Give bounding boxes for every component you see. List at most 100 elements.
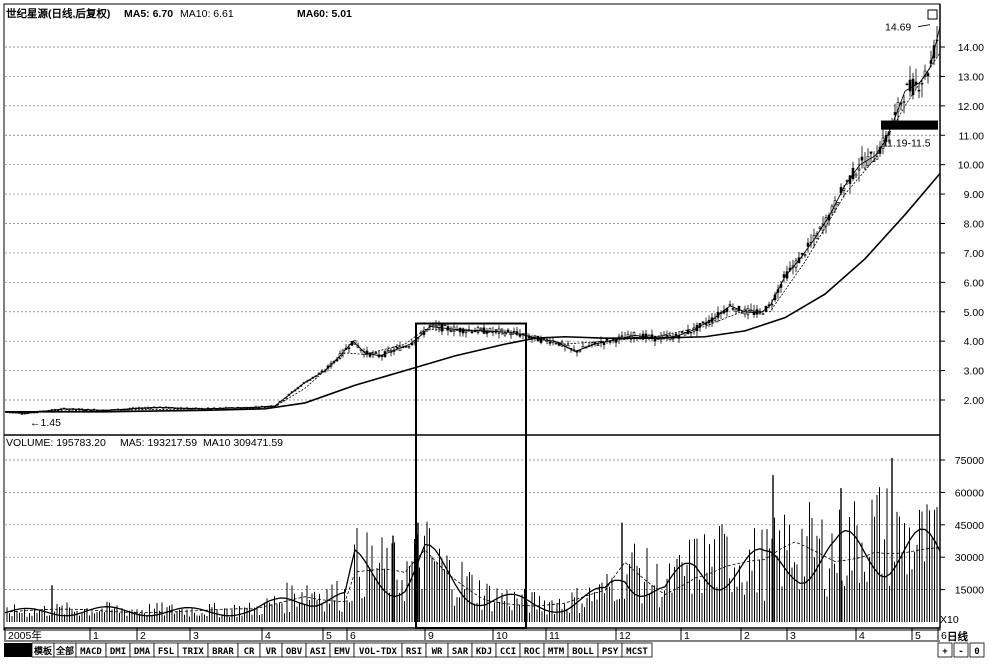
indicator-tab-label[interactable]: CR xyxy=(244,647,255,657)
candle-body xyxy=(512,331,516,333)
candle-body xyxy=(740,312,744,314)
indicator-tab-label[interactable]: MACD xyxy=(80,647,102,657)
candle-body xyxy=(407,346,411,348)
candle-body xyxy=(734,309,738,312)
candle-body xyxy=(713,318,717,321)
period-label[interactable]: 日线 xyxy=(947,630,968,643)
ma60-line xyxy=(5,172,941,413)
ma10-label: MA10: 6.61 xyxy=(180,8,234,20)
volume-y-axis: 75000 60000 45000 30000 15000 xyxy=(940,455,984,597)
price-lines xyxy=(4,26,941,414)
price-y-axis: 14.00 13.00 12.00 11.00 10.00 9.00 8.00 7.00 6.0… xyxy=(940,42,984,407)
volume-unit-label: X10 xyxy=(940,614,959,626)
indicator-tab-label[interactable]: DMI xyxy=(110,647,126,657)
indicator-tab-label[interactable]: WR xyxy=(432,647,443,657)
candle-body xyxy=(731,308,735,310)
price-tick-label: 7.00 xyxy=(964,248,985,260)
month-label: 5 xyxy=(326,630,332,642)
candle-body xyxy=(410,343,414,346)
price-tick-label: 5.00 xyxy=(964,307,985,319)
month-label: 3 xyxy=(193,630,199,642)
candle-body xyxy=(866,156,870,166)
month-label: 9 xyxy=(428,630,434,642)
indicator-tab-label[interactable]: PSY xyxy=(602,647,619,657)
volume-tick-label: 60000 xyxy=(955,487,984,499)
candle-body xyxy=(470,331,474,333)
month-label: 10 xyxy=(496,630,508,642)
window-mode-icon[interactable] xyxy=(927,9,938,20)
indicator-tab-label[interactable]: EMV xyxy=(334,647,351,657)
indicator-tab-label[interactable]: MCST xyxy=(626,647,648,657)
candle-body xyxy=(803,254,807,256)
indicator-tab-label[interactable]: 全部 xyxy=(55,645,74,657)
candle-body xyxy=(860,156,864,161)
candle-body xyxy=(917,89,921,92)
zoom-control-label[interactable]: + xyxy=(942,647,948,657)
volume-bars xyxy=(6,457,938,622)
price-tick-label: 13.00 xyxy=(958,71,984,83)
candle-body xyxy=(701,321,705,324)
indicator-tab-label[interactable]: MTM xyxy=(548,647,565,657)
indicator-tab-label[interactable]: FSL xyxy=(158,647,175,657)
candle-body xyxy=(386,349,390,352)
month-label: 1 xyxy=(684,630,690,642)
volume-label: VOLUME: 195783.20 xyxy=(6,437,106,449)
price-candles xyxy=(5,25,939,415)
indicator-tabs: 模板 全部 MACD DMI DMA FSL TRIX BRAR CR VR OBV ASI EMV VO… xyxy=(4,642,985,658)
indicator-tab-label[interactable]: VR xyxy=(266,647,277,657)
indicator-tab-label[interactable]: RSI xyxy=(406,647,422,657)
candle-body xyxy=(347,347,351,349)
price-line xyxy=(4,26,941,414)
candle-body xyxy=(854,173,858,177)
indicator-tab-label[interactable]: CCI xyxy=(500,647,516,657)
indicator-tab-label[interactable]: BRAR xyxy=(212,647,234,657)
price-tick-label: 6.00 xyxy=(964,277,985,289)
active-tab-marker[interactable] xyxy=(4,643,32,657)
candle-body xyxy=(902,101,906,103)
candle-body xyxy=(476,327,480,333)
indicator-tab-label[interactable]: BOLL xyxy=(572,647,594,657)
zoom-control-label[interactable]: 0 xyxy=(974,647,979,657)
candle-body xyxy=(869,151,873,154)
band-range-label: 11.19-11.5 xyxy=(882,137,931,149)
price-annotations: 14.69 11.19-11.5 ←1.45 xyxy=(30,22,938,429)
candle-body xyxy=(926,73,930,77)
candle-body xyxy=(728,304,732,306)
indicator-tab-label[interactable]: 模板 xyxy=(34,645,53,657)
candle-body xyxy=(506,329,510,333)
zoom-control-button[interactable] xyxy=(953,642,969,658)
candle-body xyxy=(614,340,618,343)
ma60-label: MA60: 5.01 xyxy=(297,8,352,20)
candle-body xyxy=(770,303,774,306)
indicator-tab-label[interactable]: ROC xyxy=(524,647,540,657)
indicator-tab-label[interactable]: VOL-TDX xyxy=(359,647,398,657)
month-label: 1 xyxy=(93,630,99,642)
indicator-tab-label[interactable]: DMA xyxy=(134,647,151,657)
candle-body xyxy=(503,332,507,336)
indicator-tab-label[interactable]: ASI xyxy=(310,647,326,657)
zoom-control-button[interactable] xyxy=(937,642,953,658)
month-label: 12 xyxy=(619,630,631,642)
candle-body xyxy=(554,342,558,345)
month-label: 4 xyxy=(265,630,271,642)
candle-body xyxy=(602,342,606,345)
candle-body xyxy=(908,79,912,92)
candle-body xyxy=(365,350,369,355)
zoom-control-button[interactable] xyxy=(969,642,985,658)
ma5-line xyxy=(4,52,941,413)
candle-body xyxy=(893,112,897,116)
indicator-tab-label[interactable]: OBV xyxy=(286,647,303,657)
month-label: 6 xyxy=(350,630,356,642)
candle-body xyxy=(836,202,840,206)
indicator-tab[interactable] xyxy=(621,642,653,658)
low-price-label: ←1.45 xyxy=(30,417,61,429)
ma5-label: MA5: 6.70 xyxy=(124,8,173,20)
indicator-tab-label[interactable]: TRIX xyxy=(182,647,204,657)
candle-body xyxy=(806,242,810,247)
zoom-control-label[interactable]: - xyxy=(958,647,963,657)
candle-body xyxy=(533,335,537,338)
indicator-tab-label[interactable]: KDJ xyxy=(476,647,492,657)
indicator-tab-label[interactable]: SAR xyxy=(452,647,469,657)
candle-body xyxy=(689,331,693,334)
